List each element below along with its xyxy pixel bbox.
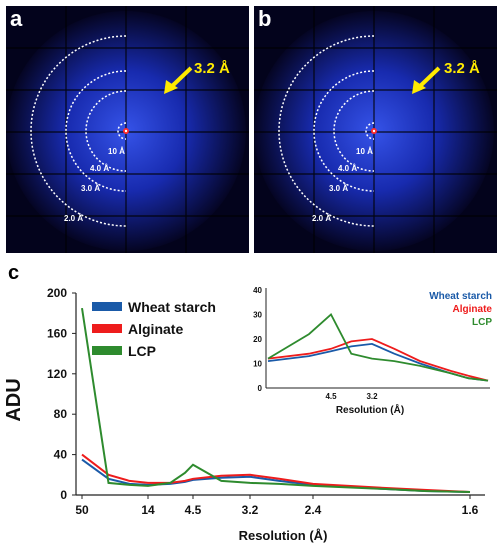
y-tick-label: 0 bbox=[60, 488, 67, 502]
inset-y-tick-label: 30 bbox=[253, 311, 262, 320]
inset-legend-label: Wheat starch bbox=[429, 291, 492, 302]
y-tick-label: 40 bbox=[54, 448, 68, 462]
x-axis-title: Resolution (Å) bbox=[239, 528, 328, 543]
inset-plot: 0 10 20 30 40 4.5 3.2 Wheat starch Alginate LCP… bbox=[253, 286, 492, 416]
legend-swatch bbox=[92, 324, 122, 333]
legend-label: Wheat starch bbox=[128, 299, 216, 315]
inset-x-tick-label: 3.2 bbox=[366, 392, 378, 401]
inset-y-tick-labels: 0 10 20 30 40 bbox=[253, 286, 262, 393]
inset-legend-label: Alginate bbox=[453, 304, 493, 315]
legend-label: LCP bbox=[128, 343, 156, 359]
y-tick-label: 200 bbox=[47, 286, 67, 300]
inset-x-axis-title: Resolution (Å) bbox=[336, 403, 404, 416]
y-tick-labels: 0 40 80 120 160 200 bbox=[47, 286, 76, 502]
x-tick-label: 3.2 bbox=[242, 503, 259, 517]
x-tick-labels: 50 14 4.5 3.2 2.4 1.6 bbox=[75, 495, 478, 517]
inset-legend-label: LCP bbox=[472, 317, 492, 328]
series-line bbox=[82, 460, 470, 492]
legend-swatch bbox=[92, 302, 122, 311]
x-tick-label: 4.5 bbox=[185, 503, 202, 517]
inset-series-line bbox=[268, 315, 488, 381]
inset-y-tick-label: 20 bbox=[253, 335, 262, 344]
y-tick-label: 80 bbox=[54, 407, 68, 421]
legend: Wheat starch Alginate LCP bbox=[92, 299, 216, 359]
y-tick-label: 120 bbox=[47, 367, 67, 381]
inset-y-tick-label: 0 bbox=[258, 384, 263, 393]
x-tick-label: 1.6 bbox=[462, 503, 479, 517]
inset-legend: Wheat starch Alginate LCP bbox=[429, 291, 492, 328]
y-tick-label: 160 bbox=[47, 326, 67, 340]
x-tick-label: 14 bbox=[141, 503, 155, 517]
inset-series-lines bbox=[268, 315, 488, 381]
inset-x-tick-label: 4.5 bbox=[325, 392, 337, 401]
legend-swatch bbox=[92, 346, 122, 355]
inset-y-tick-label: 40 bbox=[253, 286, 262, 295]
inset-y-tick-label: 10 bbox=[253, 360, 262, 369]
y-axis-title: ADU bbox=[3, 378, 25, 421]
x-tick-label: 50 bbox=[75, 503, 89, 517]
x-tick-label: 2.4 bbox=[305, 503, 322, 517]
inset-x-tick-labels: 4.5 3.2 bbox=[325, 392, 378, 401]
legend-label: Alginate bbox=[128, 321, 183, 337]
